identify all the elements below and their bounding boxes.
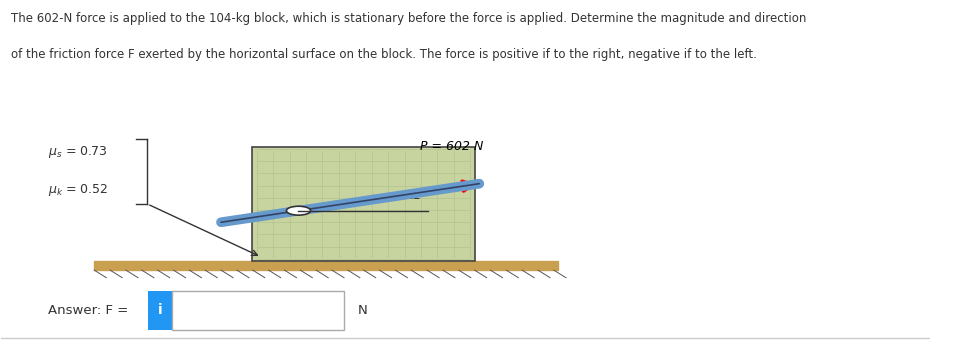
FancyBboxPatch shape bbox=[149, 291, 172, 330]
Bar bbox=[94, 261, 559, 270]
Bar bbox=[252, 147, 475, 261]
FancyBboxPatch shape bbox=[172, 291, 344, 330]
Text: $\mu_s$ = 0.73: $\mu_s$ = 0.73 bbox=[48, 144, 107, 161]
Text: N: N bbox=[358, 304, 367, 317]
Text: i: i bbox=[158, 303, 162, 317]
Text: P = 602 N: P = 602 N bbox=[420, 140, 483, 153]
Circle shape bbox=[286, 206, 311, 215]
Text: Answer: F =: Answer: F = bbox=[48, 304, 128, 317]
Text: The 602-N force is applied to the 104-kg block, which is stationary before the f: The 602-N force is applied to the 104-kg… bbox=[11, 12, 806, 25]
Text: $\mu_k$ = 0.52: $\mu_k$ = 0.52 bbox=[48, 182, 108, 198]
Text: 22°: 22° bbox=[405, 189, 427, 202]
Text: of the friction force F exerted by the horizontal surface on the block. The forc: of the friction force F exerted by the h… bbox=[11, 48, 756, 61]
